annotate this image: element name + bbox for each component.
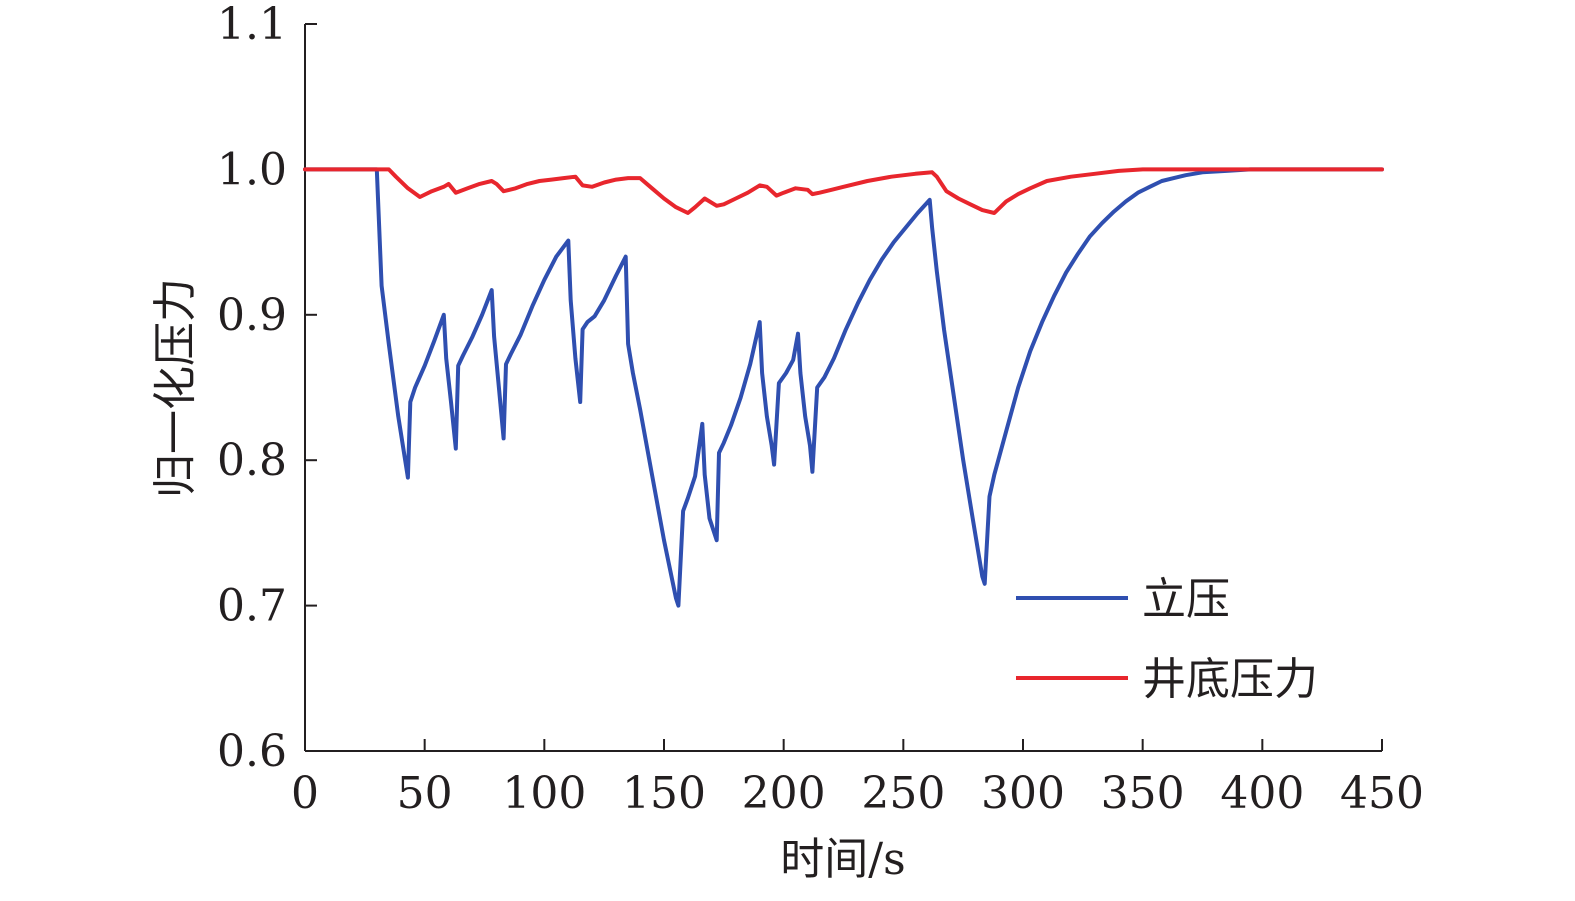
x-axis-title: 时间/s [780,834,905,885]
x-tick-label: 450 [1340,768,1424,819]
x-tick-label: 200 [742,768,826,819]
y-tick-label: 0.8 [217,435,287,486]
legend-label-bottomhole: 井底压力 [1142,654,1318,705]
axes [304,24,1382,752]
series-lines [303,167,1384,608]
x-tick-label: 0 [291,768,319,819]
x-tick-label: 150 [622,768,706,819]
legend-label-standpipe: 立压 [1142,574,1230,625]
x-tick-label: 300 [981,768,1065,819]
tick-marks: 0 50 100 150 200 250 300 350 400 450 0.6 0.7 0.8 0.9 1… [217,0,1424,819]
bottomhole-pressure-line [303,167,1384,215]
y-tick-label: 0.9 [217,290,287,341]
x-tick-label: 400 [1220,768,1304,819]
standpipe-pressure-line [303,167,1384,608]
y-tick-label: 0.6 [217,726,287,777]
y-tick-label: 1.1 [217,0,287,50]
y-tick-label: 0.7 [217,581,287,632]
x-tick-label: 50 [397,768,453,819]
x-tick-label: 100 [502,768,586,819]
x-tick-label: 350 [1101,768,1185,819]
x-tick-label: 250 [861,768,945,819]
y-tick-label: 1.0 [217,144,287,195]
y-axis-title: 归一化压力 [150,278,201,498]
